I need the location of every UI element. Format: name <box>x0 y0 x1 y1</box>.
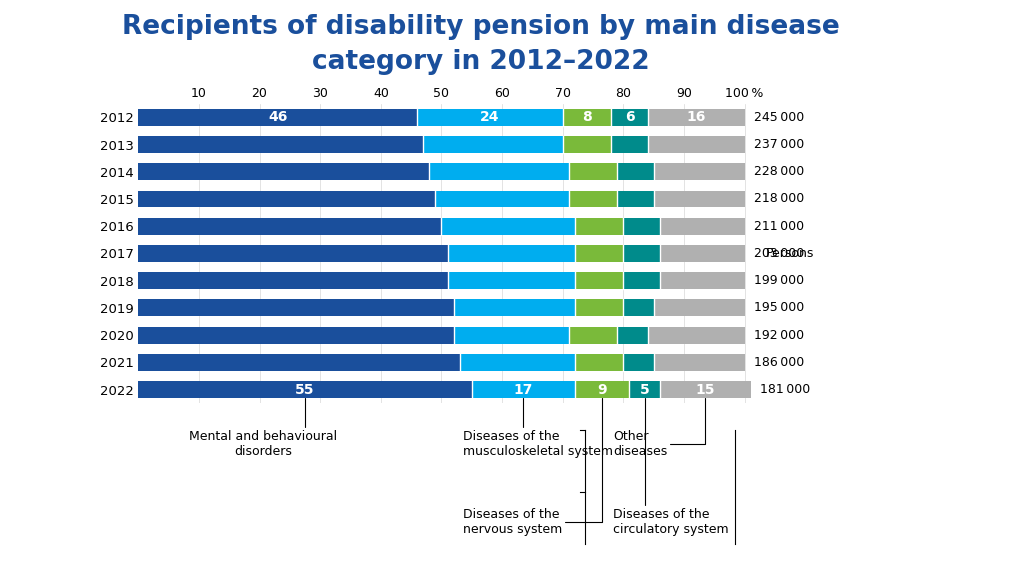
Text: 245 000: 245 000 <box>754 111 804 124</box>
Bar <box>138 327 454 343</box>
Text: 16: 16 <box>686 110 706 124</box>
Text: 211 000: 211 000 <box>754 219 804 233</box>
Bar <box>624 300 653 316</box>
Bar <box>574 245 624 262</box>
Bar <box>574 381 630 398</box>
Text: 195 000: 195 000 <box>754 301 804 314</box>
Text: 17: 17 <box>514 382 534 397</box>
Bar <box>568 327 617 343</box>
Text: category in 2012–2022: category in 2012–2022 <box>312 49 650 75</box>
Text: 24: 24 <box>480 110 500 124</box>
Bar <box>435 191 568 207</box>
Bar <box>617 327 647 343</box>
Bar <box>630 381 659 398</box>
Bar <box>624 245 659 262</box>
Bar <box>659 245 744 262</box>
Bar <box>653 164 744 180</box>
Bar <box>138 164 429 180</box>
Bar <box>429 164 568 180</box>
Text: 192 000: 192 000 <box>754 329 804 342</box>
Bar <box>574 354 624 371</box>
Bar <box>138 191 435 207</box>
Bar <box>574 272 624 289</box>
Bar <box>647 327 744 343</box>
Bar <box>653 191 744 207</box>
Bar <box>659 272 744 289</box>
Text: 186 000: 186 000 <box>754 356 804 369</box>
Bar <box>460 354 574 371</box>
Bar <box>441 218 574 234</box>
Bar <box>454 300 574 316</box>
Bar <box>454 327 568 343</box>
Bar <box>563 136 611 153</box>
Bar <box>617 164 653 180</box>
Text: 237 000: 237 000 <box>754 138 804 151</box>
Text: Other
diseases: Other diseases <box>613 398 706 458</box>
Bar <box>611 136 647 153</box>
Text: 9: 9 <box>597 382 607 397</box>
Bar <box>138 245 447 262</box>
Bar <box>624 272 659 289</box>
Bar <box>624 218 659 234</box>
Text: Recipients of disability pension by main disease: Recipients of disability pension by main… <box>123 14 840 40</box>
Bar <box>417 109 563 126</box>
Text: Diseases of the
circulatory system: Diseases of the circulatory system <box>613 398 729 536</box>
Text: 46: 46 <box>268 110 288 124</box>
Bar <box>138 354 460 371</box>
Bar <box>653 354 744 371</box>
Bar <box>659 381 751 398</box>
Bar <box>447 272 574 289</box>
Bar <box>617 191 653 207</box>
Bar <box>611 109 647 126</box>
Bar <box>447 245 574 262</box>
Bar <box>563 109 611 126</box>
Bar <box>647 109 744 126</box>
Bar <box>647 136 744 153</box>
Bar <box>423 136 563 153</box>
Text: 203 000: 203 000 <box>754 247 804 260</box>
Text: 199 000: 199 000 <box>754 274 804 287</box>
Text: Diseases of the
nervous system: Diseases of the nervous system <box>463 398 602 536</box>
Bar <box>138 272 447 289</box>
Bar <box>138 218 441 234</box>
Text: Diseases of the
musculoskeletal system: Diseases of the musculoskeletal system <box>463 398 613 458</box>
Bar <box>138 381 472 398</box>
Text: 5: 5 <box>640 382 649 397</box>
Bar <box>568 164 617 180</box>
Bar <box>624 354 653 371</box>
Text: 8: 8 <box>582 110 592 124</box>
Bar <box>472 381 574 398</box>
Text: 6: 6 <box>625 110 634 124</box>
Text: 55: 55 <box>295 382 314 397</box>
Text: 181 000: 181 000 <box>760 383 810 396</box>
Text: Mental and behavioural
disorders: Mental and behavioural disorders <box>189 398 337 458</box>
Bar <box>568 191 617 207</box>
Text: Persons: Persons <box>766 247 814 260</box>
Bar <box>574 218 624 234</box>
Text: 228 000: 228 000 <box>754 165 804 178</box>
Bar <box>138 136 423 153</box>
Bar <box>653 300 744 316</box>
Bar <box>659 218 744 234</box>
Bar <box>574 300 624 316</box>
Bar <box>138 109 417 126</box>
Text: 218 000: 218 000 <box>754 192 804 206</box>
Bar <box>138 300 454 316</box>
Text: 15: 15 <box>695 382 715 397</box>
